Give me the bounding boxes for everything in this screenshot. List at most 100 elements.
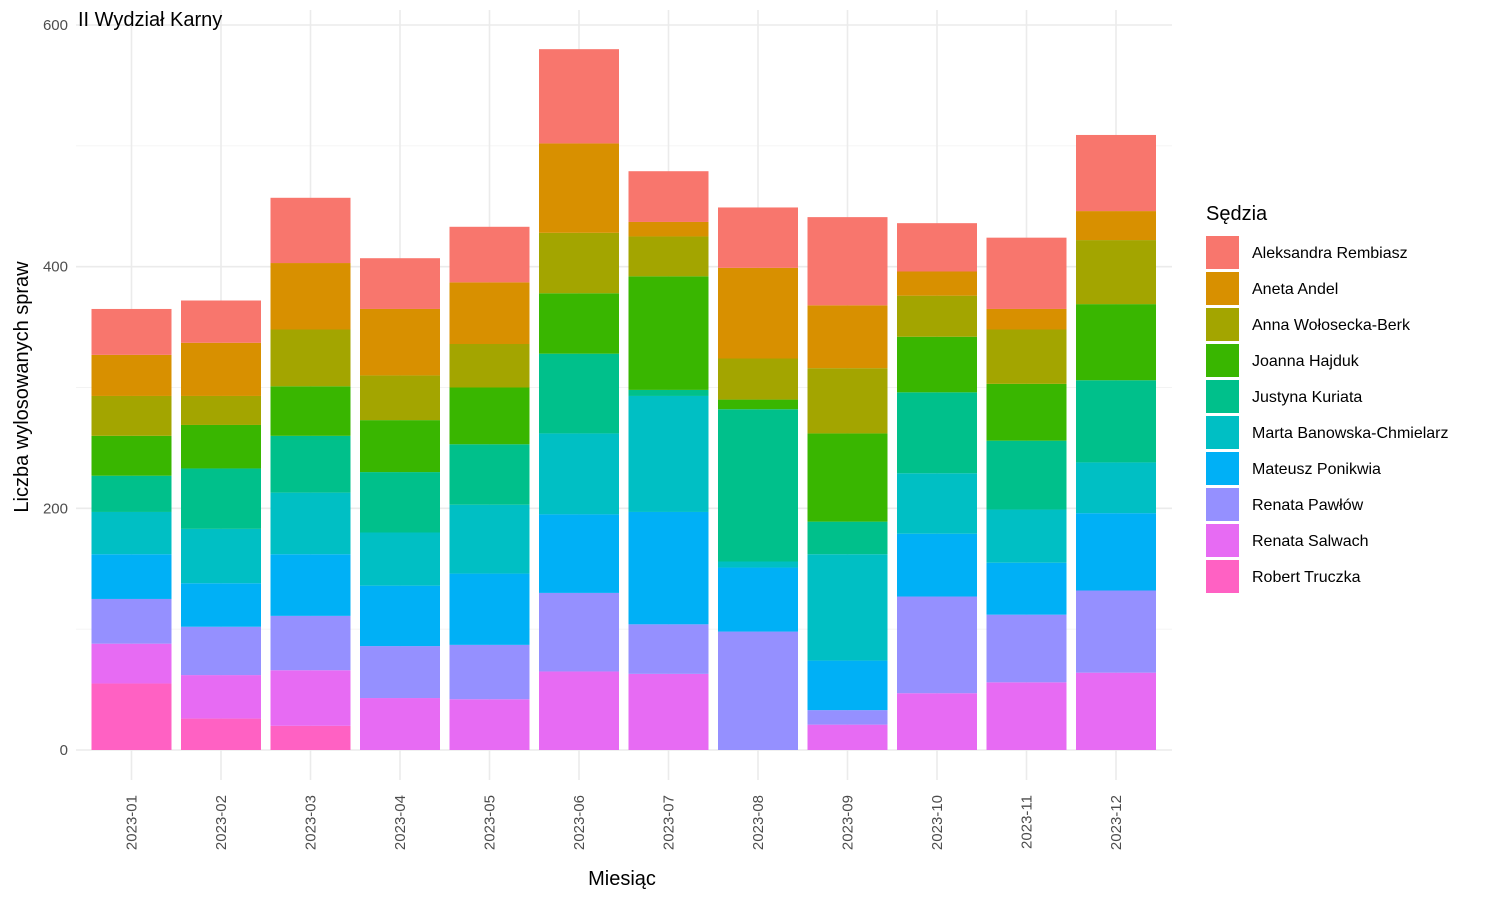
legend-label: Renata Pawłów: [1252, 497, 1364, 514]
legend-label: Justyna Kuriata: [1252, 389, 1362, 406]
bar-segment: [1076, 304, 1156, 381]
legend-swatch: [1206, 416, 1239, 449]
bar-segment: [807, 554, 888, 661]
bars: [91, 49, 1156, 750]
bar-segment: [360, 585, 440, 647]
bar-segment: [360, 646, 440, 699]
bar-segment: [1076, 134, 1156, 212]
x-tick-label: 2023-04: [392, 795, 409, 850]
bar-segment: [539, 232, 619, 294]
bar-segment: [628, 395, 709, 512]
bar-segment: [539, 143, 619, 233]
bar-segment: [91, 643, 172, 684]
bar-segment: [628, 221, 709, 237]
legend-swatch: [1206, 380, 1239, 413]
bar-segment: [539, 514, 619, 593]
bar-segment: [181, 528, 261, 584]
bar-segment: [897, 223, 977, 272]
x-tick-label: 2023-11: [1019, 795, 1036, 849]
bar-segment: [539, 353, 619, 434]
bar-segment: [181, 424, 261, 469]
bar-segment: [181, 300, 261, 343]
bar-segment: [1076, 590, 1156, 673]
bar-segment: [360, 375, 440, 421]
bar-segment: [270, 554, 351, 616]
x-axis-ticks: 2023-01 2023-02 2023-03 2023-04 2023-05 2023-…: [124, 795, 1126, 850]
bar-segment: [449, 699, 530, 750]
bar-segment: [628, 389, 709, 396]
bar-segment: [986, 329, 1067, 384]
chart-title: II Wydział Karny: [78, 9, 222, 31]
x-axis-title: Miesiąc: [588, 868, 656, 890]
bar-segment: [986, 383, 1067, 441]
bar-segment: [1076, 211, 1156, 241]
x-tick-label: 2023-10: [929, 795, 946, 850]
bar-segment: [986, 614, 1067, 683]
bar-segment: [718, 267, 798, 359]
bar-segment: [897, 336, 977, 393]
bar-segment: [807, 724, 888, 750]
legend-swatch: [1206, 488, 1239, 521]
bar-segment: [807, 521, 888, 555]
legend-label: Aleksandra Rembiasz: [1252, 245, 1408, 262]
bar-segment: [986, 440, 1067, 510]
bar-segment: [449, 504, 530, 574]
bar-segment: [628, 511, 709, 625]
y-axis-ticks: 0 200 400 600: [43, 17, 68, 759]
bar-segment: [807, 217, 888, 306]
bar-segment: [986, 237, 1067, 309]
bar-segment: [1076, 672, 1156, 750]
bar-segment: [360, 472, 440, 533]
bar-segment: [718, 567, 798, 632]
x-tick-label: 2023-06: [571, 795, 588, 850]
bar-segment: [986, 509, 1067, 563]
bar-segment: [539, 433, 619, 515]
y-tick-label: 200: [43, 500, 68, 517]
y-tick-label: 600: [43, 17, 68, 34]
bar-segment: [628, 171, 709, 222]
bar-segment: [897, 596, 977, 694]
bar-segment: [807, 660, 888, 711]
bar-segment: [718, 358, 798, 400]
legend: Sędzia Aleksandra Rembiasz Aneta Andel Ann…: [1206, 203, 1449, 593]
bar-segment: [897, 271, 977, 296]
y-tick-label: 400: [43, 259, 68, 276]
bar-segment: [91, 598, 172, 644]
bar-segment: [270, 386, 351, 436]
bar-segment: [718, 631, 798, 750]
bar-segment: [539, 671, 619, 750]
bar-segment: [986, 682, 1067, 750]
bar-segment: [181, 342, 261, 396]
bar-segment: [181, 626, 261, 676]
bar-segment: [91, 395, 172, 436]
legend-swatch: [1206, 272, 1239, 305]
bar-segment: [718, 207, 798, 268]
bar-segment: [270, 263, 351, 330]
bar-segment: [539, 592, 619, 672]
bar-segment: [628, 236, 709, 277]
bar-segment: [270, 329, 351, 387]
bar-segment: [91, 475, 172, 512]
bar-segment: [181, 718, 261, 750]
bar-segment: [807, 433, 888, 522]
bar-segment: [807, 368, 888, 434]
legend-title: Sędzia: [1206, 203, 1268, 225]
bar-segment: [270, 615, 351, 671]
legend-label: Marta Banowska-Chmielarz: [1252, 425, 1449, 442]
bar-segment: [449, 282, 530, 344]
bar-segment: [449, 644, 530, 700]
bar-segment: [449, 226, 530, 283]
bar-segment: [628, 276, 709, 390]
bar-segment: [91, 435, 172, 476]
bar-segment: [360, 258, 440, 309]
bar-segment: [360, 420, 440, 473]
legend-swatch: [1206, 524, 1239, 557]
bar-segment: [628, 673, 709, 750]
bar-segment: [270, 197, 351, 264]
bar-segment: [270, 492, 351, 555]
bar-segment: [449, 387, 530, 445]
bar-segment: [807, 710, 888, 725]
x-tick-label: 2023-12: [1108, 795, 1125, 850]
bar-segment: [91, 354, 172, 396]
